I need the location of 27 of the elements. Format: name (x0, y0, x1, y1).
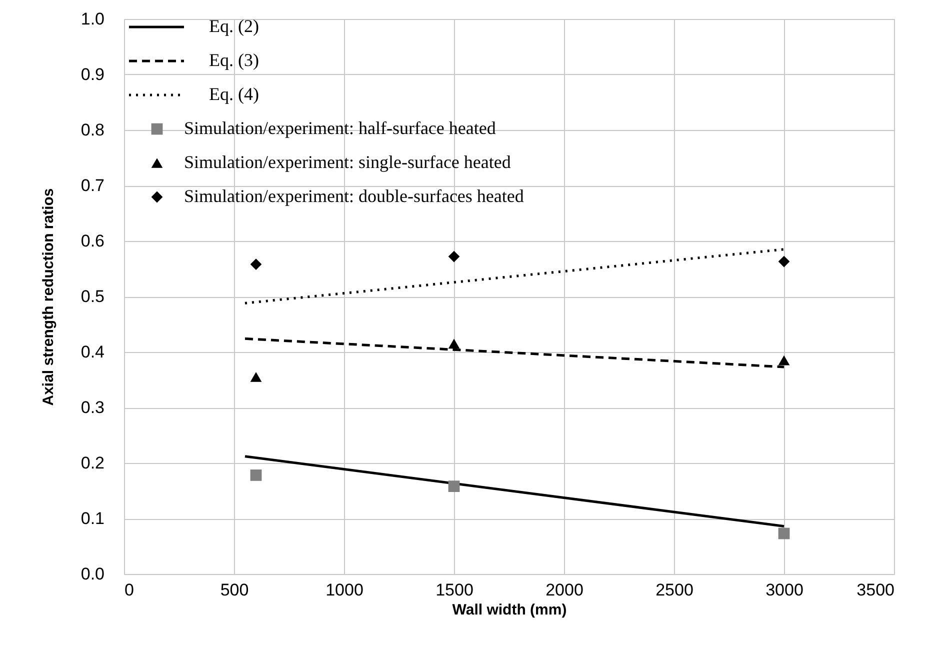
y-tick-label: 0.3 (80, 398, 104, 417)
legend-label: Eq. (4) (209, 84, 259, 104)
y-tick-label: 0.8 (80, 120, 104, 140)
x-tick-label: 1500 (436, 580, 474, 600)
x-tick-label: 2500 (656, 580, 694, 600)
y-tick-label: 0.1 (80, 509, 104, 528)
x-axis-title: Wall width (mm) (452, 602, 567, 618)
x-tick-label: 3500 (856, 580, 894, 600)
y-tick-label: 0.6 (80, 232, 104, 250)
y-tick-label: 1.0 (80, 10, 104, 28)
y-tick-label: 0.4 (80, 342, 104, 362)
y-tick-label: 0.7 (80, 176, 104, 195)
y-axis-title: Axial strength reduction ratios (40, 188, 57, 406)
y-tick-label: 0.5 (80, 287, 104, 306)
legend-label: Eq. (2) (209, 16, 259, 36)
legend-label: Simulation/experiment: single-surface heated (184, 152, 511, 172)
legend-label: Eq. (3) (209, 50, 259, 70)
x-tick-label: 0 (124, 580, 134, 600)
y-tick-label: 0.0 (80, 564, 104, 584)
legend-label: Simulation/experiment: double-surfaces heated (184, 186, 524, 206)
x-tick-label: 3000 (766, 580, 804, 600)
y-tick-label: 0.2 (80, 454, 104, 472)
legend-label: Simulation/experiment: half-surface heated (184, 118, 496, 138)
x-tick-label: 1000 (326, 580, 364, 600)
x-tick-label: 2000 (546, 580, 584, 600)
x-tick-label: 500 (220, 580, 249, 600)
y-tick-label: 0.9 (80, 65, 104, 84)
